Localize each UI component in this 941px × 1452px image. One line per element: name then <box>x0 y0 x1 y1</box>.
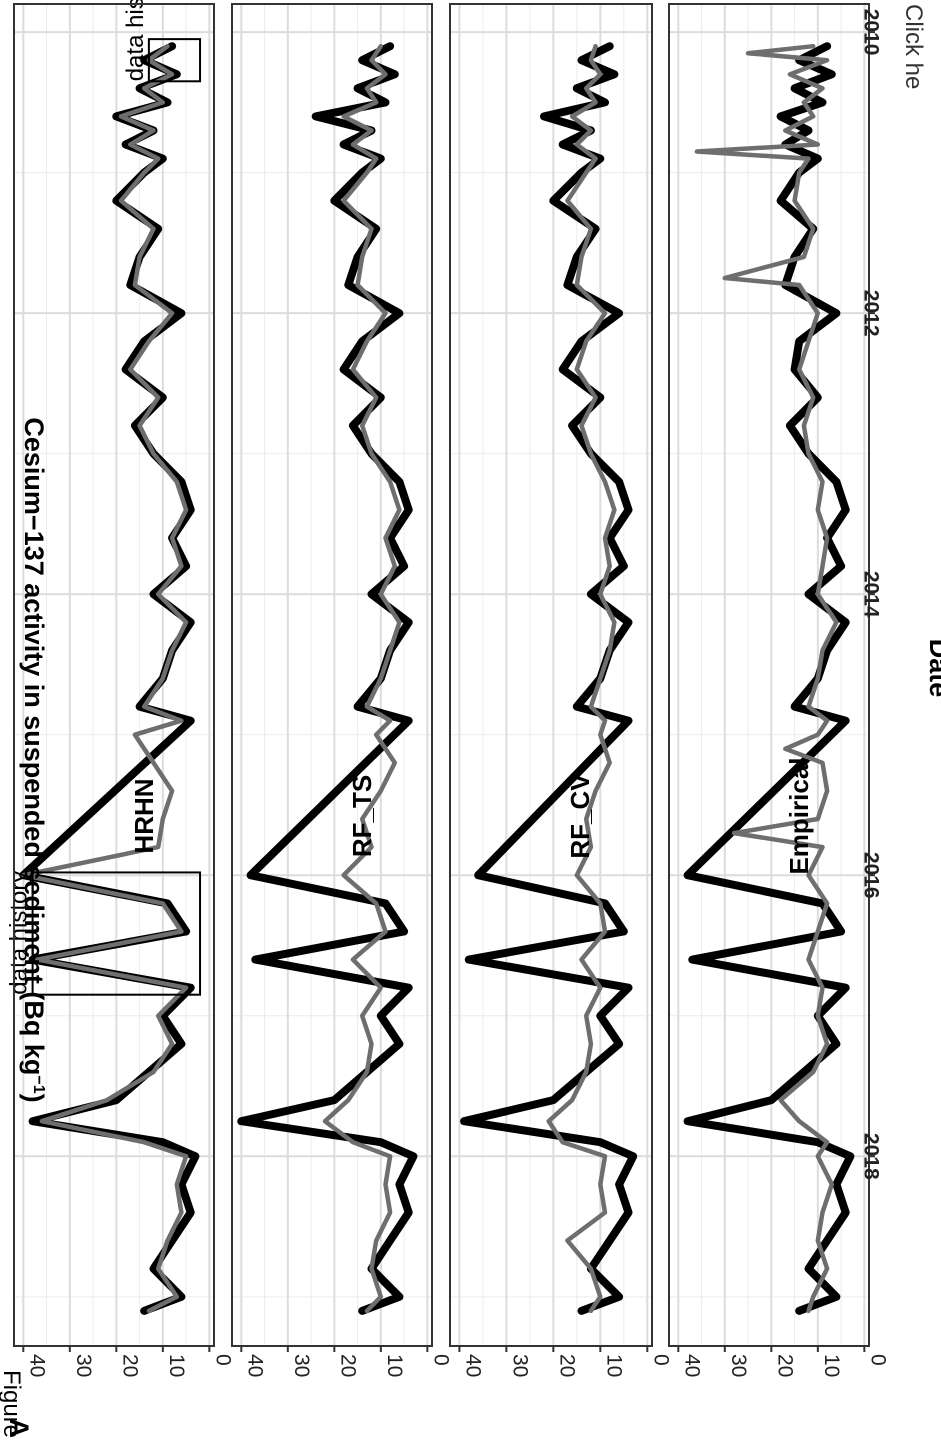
value-tick-label: 40 <box>461 1354 484 1377</box>
date-tick-label: 2012 <box>860 290 883 337</box>
series-line-observed <box>683 42 855 1315</box>
panel-border <box>231 3 433 1347</box>
value-tick-label: 0 <box>429 1354 452 1366</box>
panel-background <box>669 4 869 1346</box>
y-axis-title-superscript: −1 <box>30 1075 47 1093</box>
value-tick-label: 40 <box>680 1354 703 1377</box>
panel-border <box>449 3 653 1347</box>
series-line-empirical <box>694 43 839 1314</box>
value-tick-label: 10 <box>165 1354 188 1377</box>
panel-rf-cv: RF_CV 0 10 20 30 40 <box>449 3 672 1377</box>
series-line-hrhn <box>21 43 189 1314</box>
date-tick-label: 2010 <box>860 9 883 56</box>
value-tick-label: 20 <box>118 1354 141 1377</box>
panel-background <box>450 4 652 1346</box>
value-tick-label: 30 <box>727 1354 750 1377</box>
value-tick-label: 30 <box>72 1354 95 1377</box>
x-axis-title: Date <box>924 639 941 698</box>
value-tick-label: 30 <box>290 1354 313 1377</box>
value-tick-label: 10 <box>820 1354 843 1377</box>
panel-label: RF_CV <box>565 773 595 859</box>
panel-border <box>668 3 870 1347</box>
annotation-box <box>147 38 202 83</box>
value-tick-label: 40 <box>243 1354 266 1377</box>
date-tick-labels: 2010 2012 2014 2016 2018 <box>860 9 883 1180</box>
value-tick-label: 30 <box>508 1354 531 1377</box>
value-tick-label: 0 <box>211 1354 234 1366</box>
panel-empirical: Empirical 0 10 20 30 40 <box>668 3 889 1377</box>
value-tick-label: 10 <box>602 1354 625 1377</box>
panel-label: Empirical <box>784 757 814 874</box>
date-tick-label: 2018 <box>860 1133 883 1180</box>
value-tick-label: 0 <box>866 1354 889 1366</box>
value-tick-label: 20 <box>555 1354 578 1377</box>
annotation-label: data history <box>6 871 33 995</box>
y-axis-title-close: ) <box>19 1094 49 1103</box>
figure-panel-letter: A <box>4 1418 34 1438</box>
value-tick-label: 20 <box>336 1354 359 1377</box>
panel-label: HRHN <box>129 778 159 853</box>
panel-border <box>13 3 215 1347</box>
date-tick-label: 2014 <box>860 571 883 618</box>
panel-hrhn: data history data history HRHN 0 10 20 30 40 <box>6 0 235 1377</box>
series-line-rf-cv <box>546 43 617 1314</box>
value-tick-label: 20 <box>773 1354 796 1377</box>
series-line-rf-ts <box>322 43 402 1314</box>
panel-background <box>232 4 432 1346</box>
click-here-link[interactable]: Click he <box>900 4 927 89</box>
value-tick-label: 10 <box>383 1354 406 1377</box>
value-tick-label: 0 <box>649 1354 672 1366</box>
panel-rf-ts: RF_TS 0 10 20 30 40 <box>231 3 452 1377</box>
value-tick-label: 40 <box>25 1354 48 1377</box>
annotation-box <box>31 871 202 996</box>
panel-label: RF_TS <box>347 775 377 857</box>
annotation-label: data history <box>122 0 149 81</box>
y-axis-title-main: Cesium−137 activity in suspended sedimen… <box>19 417 49 1075</box>
y-axis-title: Cesium−137 activity in suspended sedimen… <box>19 417 49 1102</box>
date-tick-label: 2016 <box>860 852 883 899</box>
figure-label: Figure <box>0 1370 25 1438</box>
